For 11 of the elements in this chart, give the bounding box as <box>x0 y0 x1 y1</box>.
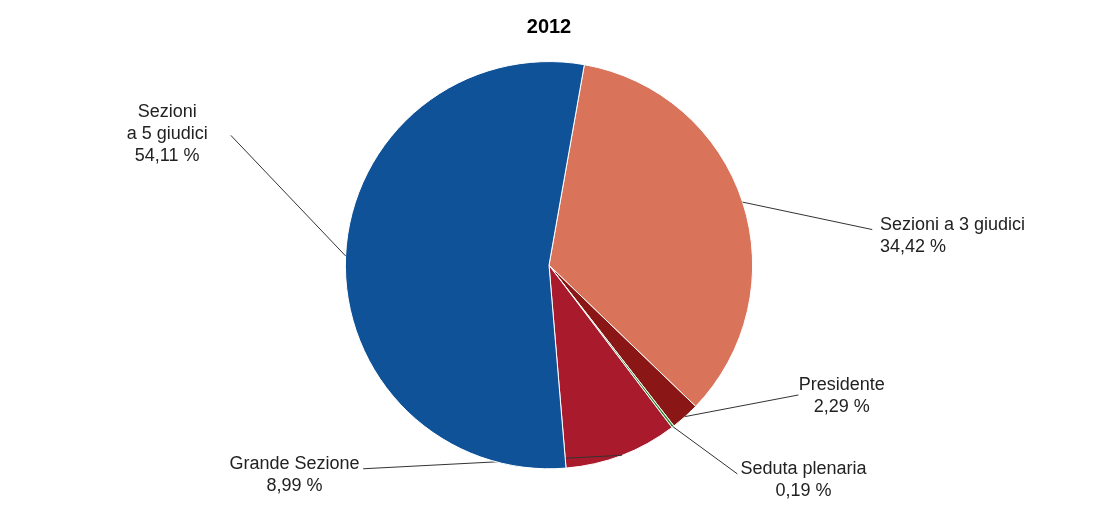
slice-label: Seduta plenaria <box>740 457 868 478</box>
data-label: 0,19 % <box>775 479 832 500</box>
slice-label: Grande Sezione <box>229 452 360 473</box>
chart-title: 2012 <box>526 14 572 37</box>
data-label: 34,42 % <box>879 235 946 256</box>
slice-label: Presidente <box>798 373 885 394</box>
slice-label: Sezioni a 5 giudici <box>126 100 208 143</box>
data-label: 2,29 % <box>813 395 870 416</box>
slice-label: Sezioni a 3 giudici <box>879 213 1025 234</box>
data-label: 8,99 % <box>266 474 323 495</box>
data-label: 54,11 % <box>134 144 200 165</box>
